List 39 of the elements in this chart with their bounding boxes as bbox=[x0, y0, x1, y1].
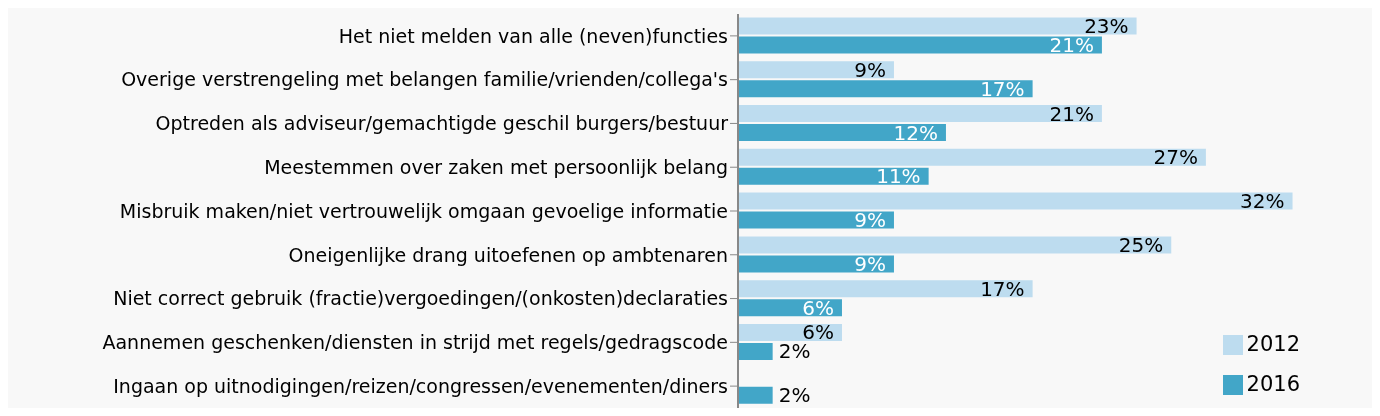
bar bbox=[738, 80, 1033, 98]
bar bbox=[738, 167, 929, 185]
bar bbox=[738, 36, 1102, 54]
data-label: 6% bbox=[802, 295, 834, 320]
bar bbox=[738, 280, 1033, 298]
data-label: 9% bbox=[854, 208, 886, 233]
legend-label: 2012 bbox=[1246, 332, 1300, 356]
bar bbox=[738, 17, 1137, 35]
data-label: 32% bbox=[1240, 189, 1285, 214]
data-label: 25% bbox=[1118, 232, 1164, 257]
data-label: 17% bbox=[980, 276, 1025, 301]
bar bbox=[738, 255, 894, 273]
data-label: 17% bbox=[980, 76, 1025, 101]
bar bbox=[738, 105, 1102, 123]
y-tick-label: Oneigenlijke drang uitoefenen op ambtenaren bbox=[288, 243, 728, 266]
data-label: 11% bbox=[876, 164, 921, 189]
y-tick-label: Optreden als adviseur/gemachtigde geschil burgers/bestuur bbox=[155, 112, 729, 135]
bar bbox=[738, 148, 1206, 166]
y-tick-label: Overige verstrengeling met belangen familie/vrienden/collega's bbox=[121, 68, 728, 91]
bar bbox=[738, 124, 946, 142]
bar bbox=[738, 61, 894, 79]
y-tick-label: Ingaan op uitnodigingen/reizen/congressen/evenementen/diners bbox=[113, 374, 728, 397]
bar bbox=[738, 386, 773, 404]
y-tick-label: Het niet melden van alle (neven)functies bbox=[338, 24, 728, 47]
data-label: 9% bbox=[854, 57, 886, 82]
y-tick-label: Meestemmen over zaken met persoonlijk belang bbox=[264, 155, 728, 178]
data-label: 12% bbox=[893, 120, 938, 145]
y-tick-label: Aannemen geschenken/diensten in strijd met regels/gedragscode bbox=[102, 331, 728, 354]
data-label: 21% bbox=[1049, 101, 1094, 126]
bar bbox=[738, 192, 1293, 210]
bar bbox=[738, 236, 1172, 254]
y-tick-label: Misbruik maken/niet vertrouwelijk omgaan gevoelige informatie bbox=[119, 199, 728, 222]
data-label: 9% bbox=[854, 251, 886, 276]
bar bbox=[738, 211, 894, 229]
data-label: 27% bbox=[1153, 145, 1198, 170]
legend-label: 2016 bbox=[1246, 372, 1300, 396]
bar bbox=[738, 342, 773, 360]
data-label: 2% bbox=[778, 383, 811, 408]
y-tick-label: Niet correct gebruik (fractie)vergoedingen/(onkosten)declaraties bbox=[113, 287, 728, 310]
